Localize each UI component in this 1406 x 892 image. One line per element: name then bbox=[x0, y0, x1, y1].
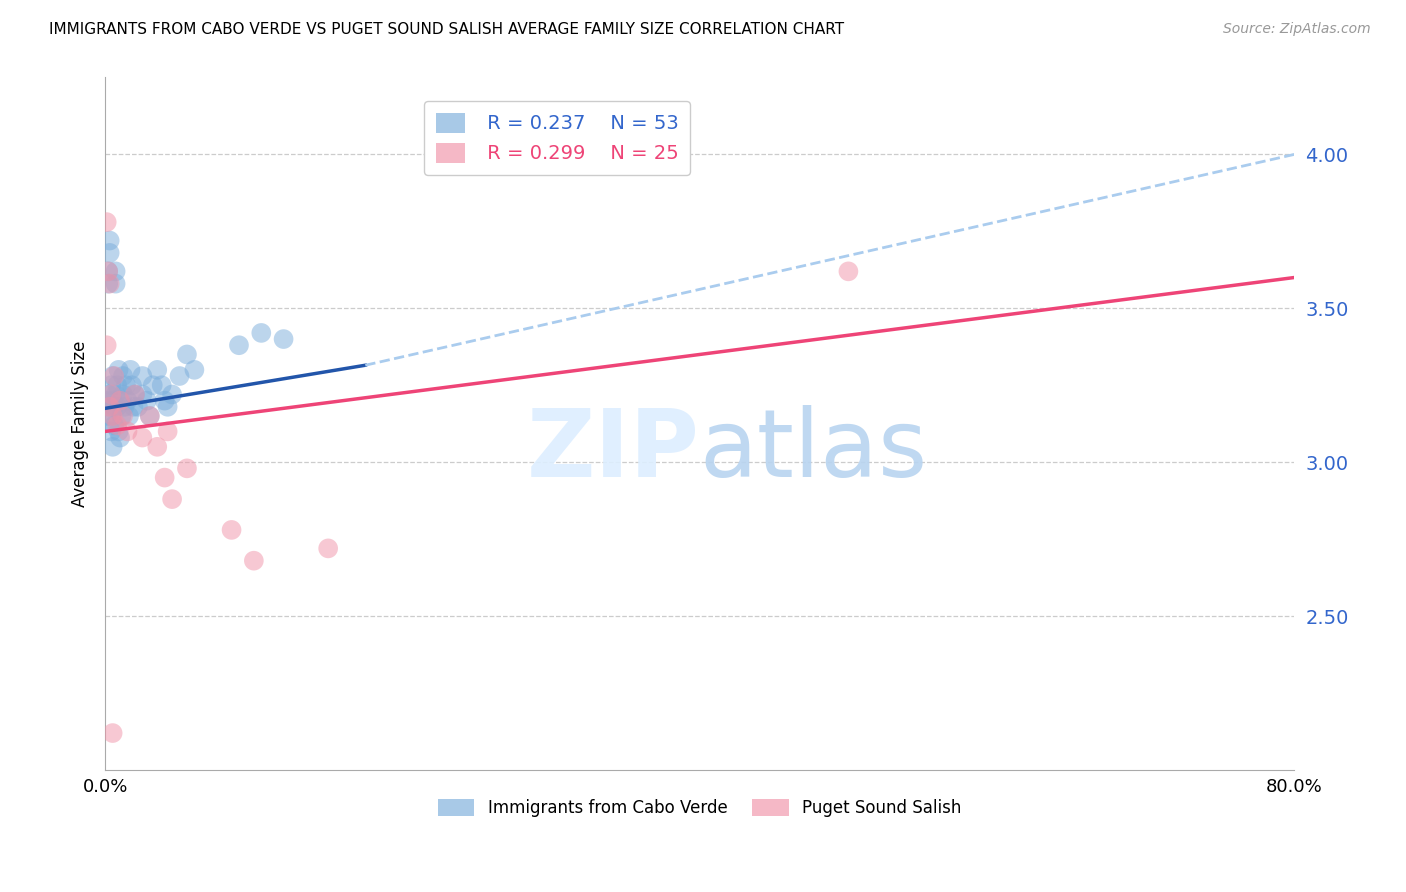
Point bbox=[117, 425, 139, 439]
Point bbox=[107, 363, 129, 377]
Point bbox=[146, 363, 169, 377]
Point bbox=[101, 726, 124, 740]
Point bbox=[153, 470, 176, 484]
Point bbox=[112, 409, 135, 423]
Point bbox=[100, 387, 122, 401]
Point bbox=[100, 409, 122, 423]
Point bbox=[98, 400, 121, 414]
Legend: Immigrants from Cabo Verde, Puget Sound Salish: Immigrants from Cabo Verde, Puget Sound … bbox=[432, 792, 969, 824]
Point bbox=[120, 363, 142, 377]
Point bbox=[316, 541, 339, 556]
Point bbox=[104, 387, 127, 401]
Point bbox=[131, 387, 153, 401]
Point bbox=[131, 431, 153, 445]
Point bbox=[96, 409, 118, 423]
Point bbox=[100, 425, 122, 439]
Point bbox=[104, 264, 127, 278]
Point bbox=[124, 387, 146, 401]
Point bbox=[104, 277, 127, 291]
Point bbox=[97, 264, 120, 278]
Point bbox=[103, 418, 125, 433]
Point bbox=[114, 400, 136, 414]
Point bbox=[96, 338, 118, 352]
Point bbox=[97, 264, 120, 278]
Point bbox=[108, 431, 131, 445]
Point bbox=[124, 387, 146, 401]
Point bbox=[250, 326, 273, 340]
Point bbox=[107, 425, 129, 439]
Point bbox=[160, 387, 183, 401]
Point bbox=[103, 369, 125, 384]
Point bbox=[105, 378, 128, 392]
Point bbox=[108, 393, 131, 408]
Point bbox=[97, 277, 120, 291]
Point bbox=[150, 378, 173, 392]
Point bbox=[98, 400, 121, 414]
Point bbox=[160, 492, 183, 507]
Point bbox=[101, 440, 124, 454]
Point bbox=[183, 363, 205, 377]
Point bbox=[105, 400, 128, 414]
Point bbox=[139, 409, 162, 423]
Text: ZIP: ZIP bbox=[527, 406, 700, 498]
Point bbox=[176, 461, 198, 475]
Point bbox=[100, 378, 122, 392]
Point bbox=[131, 369, 153, 384]
Point bbox=[115, 378, 138, 392]
Text: IMMIGRANTS FROM CABO VERDE VS PUGET SOUND SALISH AVERAGE FAMILY SIZE CORRELATION: IMMIGRANTS FROM CABO VERDE VS PUGET SOUN… bbox=[49, 22, 845, 37]
Text: Source: ZipAtlas.com: Source: ZipAtlas.com bbox=[1223, 22, 1371, 37]
Point bbox=[98, 246, 121, 260]
Point bbox=[108, 393, 131, 408]
Point bbox=[139, 409, 162, 423]
Point bbox=[110, 409, 132, 423]
Point bbox=[112, 387, 135, 401]
Point bbox=[121, 378, 143, 392]
Point bbox=[96, 393, 118, 408]
Point bbox=[117, 393, 139, 408]
Point bbox=[146, 440, 169, 454]
Point bbox=[101, 369, 124, 384]
Point bbox=[221, 523, 243, 537]
Point bbox=[176, 347, 198, 361]
Point bbox=[156, 425, 179, 439]
Point bbox=[169, 369, 191, 384]
Point bbox=[127, 400, 149, 414]
Point bbox=[273, 332, 295, 346]
Point bbox=[103, 400, 125, 414]
Point bbox=[153, 393, 176, 408]
Point bbox=[98, 277, 121, 291]
Point bbox=[135, 393, 157, 408]
Text: atlas: atlas bbox=[700, 406, 928, 498]
Point bbox=[98, 234, 121, 248]
Point bbox=[101, 409, 124, 423]
Point bbox=[101, 393, 124, 408]
Point bbox=[105, 418, 128, 433]
Y-axis label: Average Family Size: Average Family Size bbox=[72, 341, 89, 507]
Point bbox=[243, 554, 266, 568]
Point bbox=[228, 338, 250, 352]
Point bbox=[156, 400, 179, 414]
Point bbox=[96, 215, 118, 229]
Point bbox=[837, 264, 859, 278]
Point bbox=[112, 369, 135, 384]
Point bbox=[142, 378, 165, 392]
Point bbox=[122, 400, 145, 414]
Point bbox=[118, 409, 141, 423]
Point bbox=[97, 387, 120, 401]
